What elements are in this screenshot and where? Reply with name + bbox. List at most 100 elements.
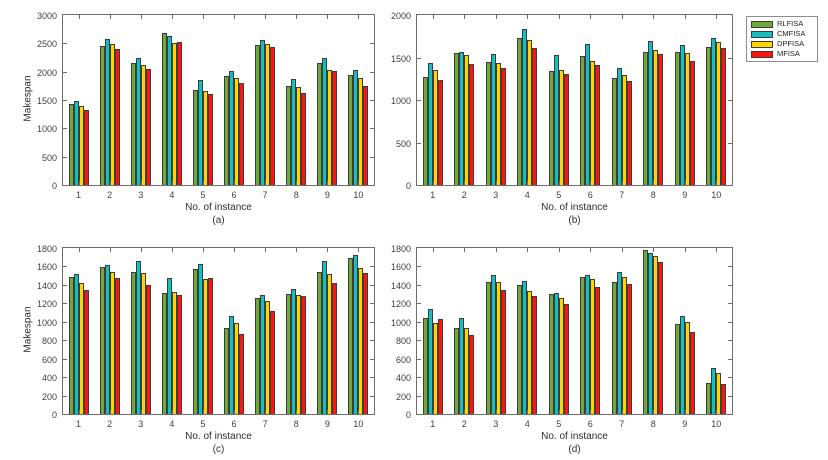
x-tick-mark	[527, 248, 529, 252]
bar-dpfisa	[327, 274, 333, 414]
x-tick-label: 10	[711, 190, 722, 200]
bar-cmfisa	[427, 62, 433, 185]
bar-rlfisa	[255, 44, 261, 185]
bar-mfisa	[595, 286, 601, 414]
bar-group	[543, 15, 575, 185]
bar-group	[343, 15, 374, 185]
y-axis-label: Makespan	[22, 306, 34, 353]
bar-cmfisa	[104, 38, 110, 185]
x-tick-label: 10	[353, 419, 364, 429]
y-tick-label: 1200	[390, 299, 411, 310]
x-tick-mark	[716, 15, 718, 19]
bar-cmfisa	[490, 275, 496, 414]
x-tick-mark	[684, 248, 686, 252]
x-tick-mark	[202, 410, 204, 414]
x-tick-mark	[464, 248, 466, 252]
y-tick-label: 500	[41, 152, 57, 163]
bar-rlfisa	[99, 267, 105, 414]
x-tick-label: 1	[430, 190, 436, 200]
bar-rlfisa	[674, 324, 680, 414]
bar-group	[701, 248, 733, 414]
x-tick-label: 1	[430, 419, 436, 429]
x-tick-label: 7	[619, 190, 625, 200]
bar-dpfisa	[432, 323, 438, 414]
bar-mfisa	[626, 284, 632, 414]
x-tick-label: 2	[461, 419, 467, 429]
y-axis-label: Makespan	[22, 75, 34, 122]
y-tick-mark	[370, 128, 374, 130]
x-tick-label: 5	[556, 419, 562, 429]
plot-area-c	[62, 247, 375, 415]
bar-group	[281, 15, 312, 185]
bar-cmfisa	[648, 253, 654, 414]
bar-group	[543, 248, 575, 414]
x-tick-mark	[558, 181, 560, 185]
x-tick-label: 10	[711, 419, 722, 429]
bar-dpfisa	[432, 69, 438, 185]
x-tick-mark	[78, 181, 80, 185]
bar-cmfisa	[427, 308, 433, 414]
bar-mfisa	[239, 83, 245, 185]
y-tick-mark	[728, 340, 732, 342]
bar-rlfisa	[485, 62, 491, 185]
bar-dpfisa	[327, 70, 333, 185]
y-tick-mark	[370, 284, 374, 286]
bar-cmfisa	[166, 277, 172, 414]
bar-group	[343, 248, 374, 414]
bar-rlfisa	[485, 281, 491, 414]
bar-group	[281, 248, 312, 414]
bar-cmfisa	[322, 57, 328, 185]
bar-group	[638, 248, 670, 414]
x-tick-mark	[296, 181, 298, 185]
bar-group	[312, 15, 343, 185]
x-axis-label: No. of instance	[185, 431, 252, 442]
y-tick-mark	[63, 340, 67, 342]
x-tick-mark	[327, 410, 329, 414]
bar-dpfisa	[527, 291, 533, 414]
y-tick-mark	[417, 100, 421, 101]
y-tick-label: 800	[41, 336, 57, 347]
y-tick-mark	[63, 100, 67, 101]
y-tick-label: 1400	[390, 280, 411, 291]
bar-rlfisa	[161, 293, 167, 414]
x-tick-mark	[590, 410, 592, 414]
x-tick-label: 8	[293, 419, 299, 429]
bar-mfisa	[363, 273, 369, 414]
bar-cmfisa	[291, 79, 297, 185]
y-tick-mark	[370, 377, 374, 379]
y-tick-mark	[370, 303, 374, 305]
x-tick-mark	[464, 181, 466, 185]
bar-dpfisa	[621, 277, 627, 414]
bar-group	[449, 15, 481, 185]
bar-dpfisa	[590, 279, 596, 414]
y-tick-label: 1600	[390, 262, 411, 273]
y-tick-mark	[417, 284, 421, 286]
bar-mfisa	[145, 284, 151, 414]
x-tick-label: 8	[293, 190, 299, 200]
x-tick-mark	[621, 410, 623, 414]
bar-mfisa	[532, 296, 538, 414]
x-tick-mark	[358, 248, 360, 252]
x-tick-mark	[558, 15, 560, 19]
x-tick-mark	[358, 15, 360, 19]
y-tick-mark	[370, 358, 374, 360]
x-tick-mark	[234, 410, 236, 414]
bar-dpfisa	[464, 327, 470, 414]
bar-cmfisa	[260, 295, 266, 414]
bar-group	[156, 15, 187, 185]
x-tick-mark	[495, 248, 497, 252]
y-tick-label: 1200	[36, 299, 57, 310]
bar-rlfisa	[317, 62, 323, 185]
y-tick-mark	[728, 321, 732, 323]
bar-dpfisa	[109, 44, 115, 185]
y-tick-mark	[417, 57, 421, 59]
bar-rlfisa	[317, 272, 323, 414]
bar-group	[187, 15, 218, 185]
x-tick-mark	[558, 248, 560, 252]
bar-group	[480, 248, 512, 414]
x-tick-mark	[327, 248, 329, 252]
bar-mfisa	[721, 47, 727, 185]
y-tick-mark	[417, 266, 421, 268]
bar-dpfisa	[464, 54, 470, 185]
bar-group	[125, 15, 156, 185]
